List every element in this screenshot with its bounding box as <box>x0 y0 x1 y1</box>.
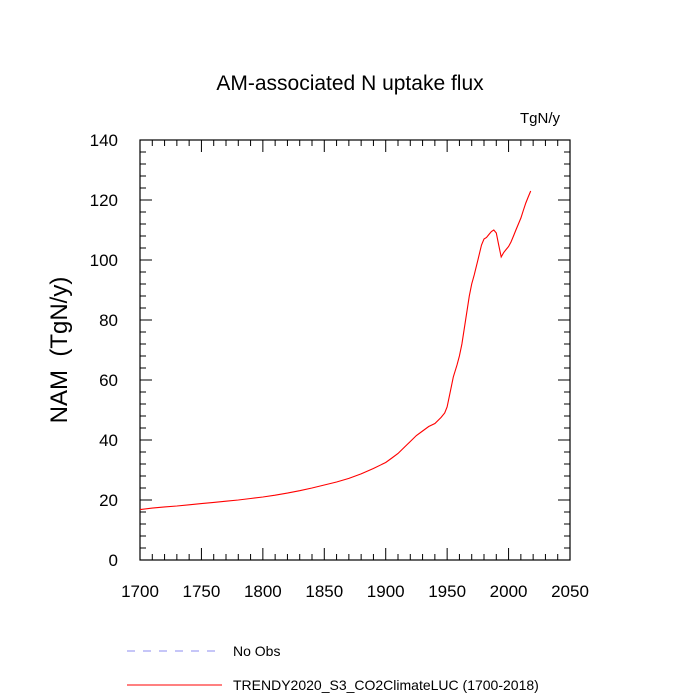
y-tick-label: 60 <box>99 371 118 390</box>
tick-labels: 1700 1750 1800 1850 1900 1950 2000 2050 0 20 40 60 8… <box>90 131 589 601</box>
legend-label: No Obs <box>233 643 280 659</box>
legend: No Obs TRENDY2020_S3_CO2ClimateLUC (1700-… <box>127 643 539 693</box>
y-tick-label: 20 <box>99 491 118 510</box>
x-tick-label: 1900 <box>367 582 405 601</box>
y-tick-label: 40 <box>99 431 118 450</box>
x-tick-label: 1850 <box>305 582 343 601</box>
chart-title: AM-associated N uptake flux <box>216 72 484 95</box>
y-tick-label: 0 <box>109 551 118 570</box>
x-tick-label: 2000 <box>490 582 528 601</box>
plot-frame <box>139 139 571 561</box>
y-tick-label: 120 <box>90 191 118 210</box>
series-line-1 <box>139 190 532 511</box>
x-tick-label: 1750 <box>183 582 221 601</box>
y-tick-label: 100 <box>90 251 118 270</box>
x-tick-label: 1700 <box>121 582 159 601</box>
y-tick-label: 80 <box>99 311 118 330</box>
x-tick-label: 1800 <box>244 582 282 601</box>
x-tick-label: 1950 <box>428 582 466 601</box>
y-axis-label: NAM (TgN/y) <box>46 277 73 424</box>
y-tick-label: 140 <box>90 131 118 150</box>
axis-ticks <box>139 139 571 561</box>
plot-area <box>139 139 571 561</box>
legend-label: TRENDY2020_S3_CO2ClimateLUC (1700-2018) <box>233 677 539 693</box>
units-label: TgN/y <box>520 110 561 127</box>
x-tick-label: 2050 <box>551 582 589 601</box>
